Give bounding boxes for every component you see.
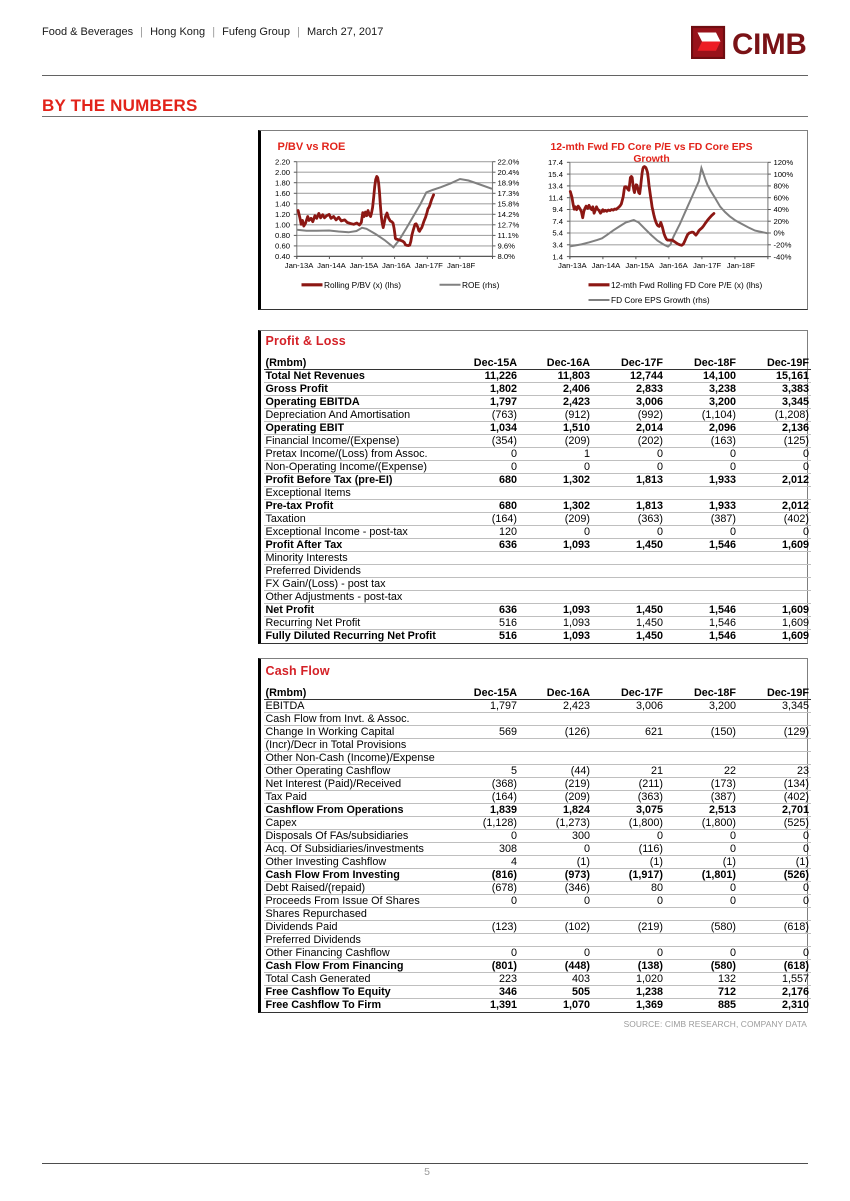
svg-text:12-mth Fwd FD Core P/E vs FD C: 12-mth Fwd FD Core P/E vs FD Core EPS: [550, 142, 752, 153]
svg-text:11.1%: 11.1%: [497, 231, 518, 240]
svg-text:2.00: 2.00: [275, 167, 290, 176]
svg-text:13.4: 13.4: [548, 181, 564, 190]
svg-text:18.9%: 18.9%: [497, 178, 519, 187]
svg-text:1.40: 1.40: [275, 199, 290, 208]
svg-text:7.4: 7.4: [552, 216, 563, 225]
svg-text:0.60: 0.60: [275, 241, 290, 250]
svg-text:1.4: 1.4: [552, 252, 563, 261]
svg-text:100%: 100%: [773, 169, 793, 178]
svg-text:Jan-16A: Jan-16A: [659, 261, 689, 270]
svg-text:9.6%: 9.6%: [497, 241, 515, 250]
svg-text:Jan-18F: Jan-18F: [446, 261, 475, 270]
svg-text:0.40: 0.40: [275, 252, 290, 261]
svg-text:Jan-13A: Jan-13A: [284, 261, 314, 270]
svg-text:22.0%: 22.0%: [497, 157, 519, 166]
svg-text:12-mth Fwd Rolling FD Core P/E: 12-mth Fwd Rolling FD Core P/E (x) (lhs): [611, 279, 762, 289]
svg-text:Jan-14A: Jan-14A: [591, 261, 621, 270]
svg-text:Jan-17F: Jan-17F: [414, 261, 443, 270]
svg-text:1.60: 1.60: [275, 189, 290, 198]
svg-text:5.4: 5.4: [552, 228, 563, 237]
svg-text:8.0%: 8.0%: [497, 252, 515, 261]
svg-text:12.7%: 12.7%: [497, 220, 519, 229]
svg-text:11.4: 11.4: [548, 193, 563, 202]
svg-text:CIMB: CIMB: [732, 28, 807, 59]
svg-text:2.20: 2.20: [275, 157, 290, 166]
svg-text:0.80: 0.80: [275, 231, 290, 240]
svg-text:0%: 0%: [773, 228, 784, 237]
svg-text:20.4%: 20.4%: [497, 167, 519, 176]
svg-text:Jan-15A: Jan-15A: [349, 261, 379, 270]
svg-text:Jan-16A: Jan-16A: [381, 261, 411, 270]
svg-text:ROE (rhs): ROE (rhs): [462, 279, 500, 289]
svg-text:9.4: 9.4: [552, 205, 563, 214]
svg-text:20%: 20%: [773, 216, 789, 225]
svg-text:Jan-17F: Jan-17F: [692, 261, 721, 270]
svg-text:Jan-14A: Jan-14A: [317, 261, 347, 270]
svg-text:P/BV vs ROE: P/BV vs ROE: [277, 141, 345, 153]
svg-text:-20%: -20%: [773, 240, 791, 249]
svg-text:40%: 40%: [773, 205, 789, 214]
svg-text:17.3%: 17.3%: [497, 189, 519, 198]
svg-text:14.2%: 14.2%: [497, 210, 519, 219]
svg-text:15.4: 15.4: [548, 169, 564, 178]
svg-text:Growth: Growth: [633, 154, 669, 165]
svg-text:Jan-13A: Jan-13A: [557, 261, 587, 270]
svg-text:17.4: 17.4: [548, 158, 564, 167]
svg-text:60%: 60%: [773, 193, 789, 202]
svg-text:Jan-18F: Jan-18F: [726, 261, 755, 270]
svg-text:-40%: -40%: [773, 252, 791, 261]
svg-text:120%: 120%: [773, 158, 793, 167]
svg-text:FD Core EPS Growth (rhs): FD Core EPS Growth (rhs): [611, 295, 710, 305]
svg-text:Rolling P/BV (x) (lhs): Rolling P/BV (x) (lhs): [324, 279, 401, 289]
svg-text:1.00: 1.00: [275, 220, 290, 229]
svg-text:15.8%: 15.8%: [497, 199, 519, 208]
svg-text:80%: 80%: [773, 181, 789, 190]
svg-text:1.20: 1.20: [275, 210, 290, 219]
svg-text:1.80: 1.80: [275, 178, 290, 187]
svg-text:Jan-15A: Jan-15A: [625, 261, 655, 270]
svg-text:3.4: 3.4: [552, 240, 563, 249]
